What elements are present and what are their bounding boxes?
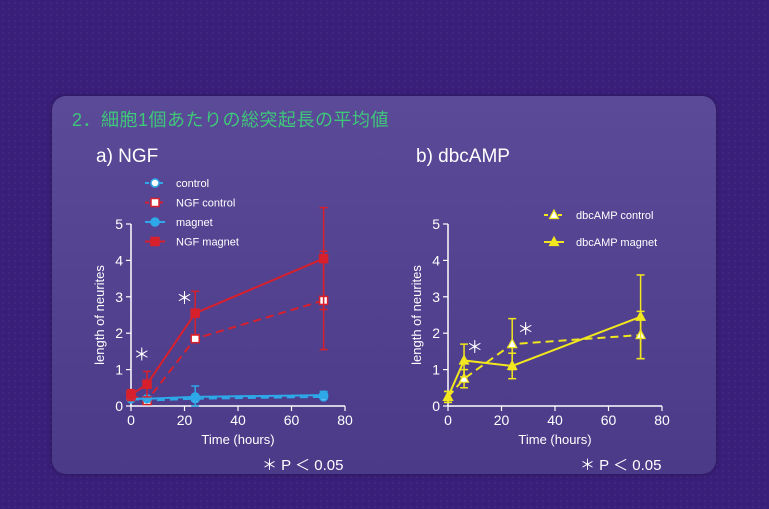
chart-a-title: a) NGF — [96, 146, 159, 167]
chart-a-y-tick-label: 3 — [115, 289, 123, 305]
chart-a-series-ngf-control-point — [190, 333, 200, 344]
chart-b-y-tick-label: 1 — [432, 362, 440, 378]
chart-a-series-magnet-point — [318, 390, 329, 400]
chart-b-y-tick-label: 0 — [432, 398, 440, 414]
chart-b-y-tick-label: 5 — [432, 216, 440, 232]
chart-b-series-dbcamp-magnet-legend-label: dbcAMP magnet — [576, 237, 657, 249]
chart-a-series-ngf-magnet-legend-marker — [150, 236, 160, 247]
chart-b-x-tick-label: 80 — [654, 412, 670, 428]
chart-a-y-tick-label: 1 — [115, 362, 123, 378]
chart-b-x-tick-label: 20 — [494, 412, 510, 428]
chart-a-series-control-legend-label: control — [176, 178, 209, 190]
chart-b-y-tick-label: 4 — [432, 252, 440, 268]
chart-a-series-ngf-magnet-point — [126, 390, 136, 400]
chart-b-series-dbcamp-control-legend-marker — [548, 208, 560, 220]
chart-a-series-ngf-magnet-point — [318, 253, 329, 264]
chart-b-series-dbcamp-control-point — [458, 372, 470, 383]
chart-a-series-ngf-magnet-point — [190, 308, 200, 318]
chart-a-series-control-line — [130, 395, 324, 402]
chart-a-y-axis-label: length of neurites — [92, 265, 107, 365]
chart-a-series-magnet-line — [131, 394, 324, 400]
chart-b-x-tick-label: 0 — [444, 412, 452, 428]
chart-a-series-magnet-legend-label: magnet — [176, 217, 213, 229]
chart-a-y-tick-label: 2 — [115, 325, 123, 341]
chart-a-asterisk: ＊ — [176, 289, 193, 308]
chart-a-series-ngf-magnet-legend-label: NGF magnet — [176, 237, 239, 249]
chart-b-series-dbcamp-magnet-legend-marker — [548, 235, 560, 247]
chart-b-y-axis-label: length of neurites — [409, 265, 424, 365]
figure-panel — [52, 96, 716, 474]
chart-a-x-tick-label: 60 — [284, 412, 300, 428]
chart-a-y-tick-label: 0 — [115, 398, 123, 414]
chart-b-x-axis-label: Time (hours) — [518, 432, 591, 447]
chart-a-x-tick-label: 80 — [337, 412, 353, 428]
chart-b-x-tick-label: 60 — [601, 412, 617, 428]
chart-a-series-magnet-legend-marker — [150, 217, 160, 227]
chart-b-series-dbcamp-magnet-point — [506, 359, 518, 371]
chart-b-asterisk: ＊ — [517, 320, 534, 339]
chart-b-y-tick-label: 2 — [432, 325, 440, 341]
chart-a-x-tick-label: 0 — [127, 412, 135, 428]
chart-b-series-dbcamp-control-line — [447, 334, 641, 398]
chart-b-series-dbcamp-magnet-point — [442, 390, 454, 401]
figure-heading: 2．細胞1個あたりの総突起長の平均値 — [72, 110, 390, 130]
chart-a-y-tick-label: 5 — [115, 216, 123, 232]
chart-b-series-dbcamp-magnet-point — [458, 354, 470, 365]
chart-a-series-ngf-magnet-line — [130, 257, 324, 396]
chart-a-asterisk: ＊ — [133, 346, 150, 365]
chart-b-x-tick-label: 40 — [547, 412, 563, 428]
chart-a-significance-note: ＊ P ＜ 0.05 — [262, 457, 344, 474]
chart-a-series-magnet-point — [190, 392, 200, 402]
chart-b-title: b) dbcAMP — [416, 146, 510, 167]
chart-b-series-dbcamp-magnet-point — [635, 310, 647, 321]
chart-b-asterisk: ＊ — [466, 338, 483, 357]
chart-a-x-tick-label: 40 — [230, 412, 246, 428]
chart-a-x-tick-label: 20 — [177, 412, 193, 428]
chart-a-series-ngf-control-legend-marker — [150, 197, 160, 208]
chart-a-y-tick-label: 4 — [115, 252, 123, 268]
chart-a-series-ngf-control-legend-label: NGF control — [176, 198, 235, 210]
chart-b-y-tick-label: 3 — [432, 289, 440, 305]
chart-b-series-dbcamp-control-point — [506, 337, 518, 349]
chart-a-x-axis-label: Time (hours) — [201, 432, 274, 447]
chart-a-series-ngf-magnet-point — [142, 379, 152, 389]
chart-a-series-control-legend-marker — [150, 178, 160, 188]
chart-b-series-dbcamp-magnet-line — [447, 315, 641, 398]
chart-b-significance-note: ＊ P ＜ 0.05 — [580, 457, 662, 474]
chart-b-series-dbcamp-control-legend-label: dbcAMP control — [576, 210, 653, 222]
chart-a-series-ngf-control-line — [130, 299, 324, 402]
